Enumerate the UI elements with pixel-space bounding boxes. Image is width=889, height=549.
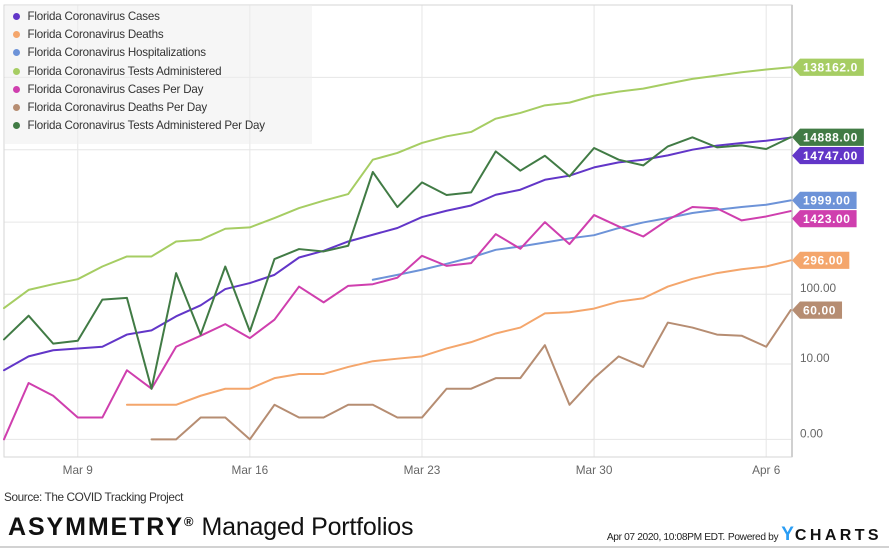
ycharts-logo-text: CHARTS bbox=[794, 527, 882, 544]
value-tag-shape bbox=[792, 58, 864, 76]
legend-dot-icon bbox=[12, 31, 20, 39]
value-tag-label: 14747.00 bbox=[803, 149, 858, 163]
value-tag-label: 1999.00 bbox=[803, 194, 851, 208]
legend-label: Florida Coronavirus Cases Per Day bbox=[27, 82, 204, 96]
legend-label: Florida Coronavirus Tests Administered bbox=[27, 64, 222, 78]
legend-dot-icon bbox=[12, 67, 20, 75]
value-tag-tests-administered-per-day: 14888.00 bbox=[792, 128, 864, 146]
y-tick-label: 0.00 bbox=[800, 426, 823, 440]
x-tick-label: Apr 6 bbox=[752, 463, 781, 477]
series-line-deaths bbox=[125, 259, 792, 406]
value-tag-cases-per-day: 1423.00 bbox=[792, 210, 857, 228]
legend-dot-icon bbox=[12, 121, 20, 129]
legend-dot-icon bbox=[12, 13, 20, 21]
y-tick-label: 100.00 bbox=[800, 281, 837, 295]
value-tag-label: 60.00 bbox=[803, 303, 836, 317]
brand-name: ASYMMETRY bbox=[8, 513, 184, 541]
value-tag-tests-administered: 138162.0 bbox=[792, 58, 864, 76]
value-tag-shape bbox=[792, 251, 850, 269]
tag-layer: 138162.0 14888.00 14747.00 1999.00 1423.00 29… bbox=[792, 58, 864, 319]
legend-label: Florida Coronavirus Cases bbox=[27, 10, 160, 24]
x-tick-label: Mar 16 bbox=[232, 463, 269, 477]
brand-tagline: Managed Portfolios bbox=[201, 513, 414, 541]
value-tag-shape bbox=[792, 191, 857, 209]
legend-label: Florida Coronavirus Deaths Per Day bbox=[27, 100, 208, 114]
value-tag-label: 1423.00 bbox=[803, 212, 851, 226]
legend-item-deaths-per-day: Florida Coronavirus Deaths Per Day bbox=[5, 98, 207, 116]
legend-item-deaths: Florida Coronavirus Deaths bbox=[5, 26, 164, 44]
legend-label: Florida Coronavirus Hospitalizations bbox=[27, 46, 207, 60]
registered-mark: ® bbox=[183, 514, 194, 529]
x-tick-label: Mar 23 bbox=[404, 463, 441, 477]
axis-layer: Mar 9 Mar 16 Mar 23 Mar 30 Apr 6 0.00 10.00 100… bbox=[63, 281, 837, 477]
legend-item-tests-administered: Florida Coronavirus Tests Administered bbox=[5, 62, 222, 80]
series-line-tests-administered bbox=[3, 66, 792, 310]
value-tag-cases: 14747.00 bbox=[792, 146, 864, 165]
legend-dot-icon bbox=[12, 103, 20, 111]
value-tag-shape bbox=[792, 128, 864, 146]
brand-logo: ASYMMETRY® Managed Portfolios bbox=[8, 507, 414, 542]
legend-dot-icon bbox=[12, 49, 20, 57]
legend-item-tests-per-day: Florida Coronavirus Tests Administered P… bbox=[5, 116, 265, 134]
timestamp-credit: Apr 07 2020, 10:08PM EDT. Powered by Y CH… bbox=[607, 524, 882, 546]
series-layer bbox=[3, 66, 792, 441]
source-note: Source: The COVID Tracking Project bbox=[4, 490, 183, 504]
legend-item-hospitalizations: Florida Coronavirus Hospitalizations bbox=[5, 44, 206, 62]
series-line-deaths-per-day bbox=[150, 309, 792, 441]
value-tag-shape bbox=[792, 210, 857, 228]
series-line-hospitalizations bbox=[371, 199, 792, 281]
series-line-tests-administered-per-day bbox=[3, 136, 792, 390]
ycharts-logo-icon: Y bbox=[781, 524, 794, 545]
series-line-cases bbox=[3, 136, 792, 372]
legend-label: Florida Coronavirus Tests Administered P… bbox=[27, 118, 266, 132]
value-tag-shape bbox=[792, 301, 843, 319]
series-line-cases-per-day bbox=[3, 206, 792, 441]
legend-dot-icon bbox=[12, 85, 20, 93]
legend-item-cases-per-day: Florida Coronavirus Cases Per Day bbox=[5, 80, 203, 98]
y-tick-label: 10.00 bbox=[800, 351, 830, 365]
legend-label: Florida Coronavirus Deaths bbox=[27, 28, 164, 42]
legend-item-cases: Florida Coronavirus Cases bbox=[5, 8, 160, 26]
value-tag-label: 14888.00 bbox=[803, 131, 858, 145]
x-tick-label: Mar 9 bbox=[63, 463, 93, 477]
value-tag-label: 296.00 bbox=[803, 254, 843, 268]
powered-by-label: Powered by bbox=[727, 532, 779, 543]
value-tag-hospitalizations: 1999.00 bbox=[792, 191, 857, 209]
timestamp: Apr 07 2020, 10:08PM EDT. bbox=[606, 532, 725, 543]
x-tick-label: Mar 30 bbox=[576, 463, 613, 477]
value-tag-label: 138162.0 bbox=[803, 61, 858, 75]
footer-divider bbox=[0, 546, 889, 548]
value-tag-deaths: 296.00 bbox=[792, 251, 850, 269]
value-tag-deaths-per-day: 60.00 bbox=[792, 301, 843, 319]
value-tag-shape bbox=[792, 146, 864, 165]
legend: Florida Coronavirus Cases Florida Corona… bbox=[5, 5, 312, 144]
